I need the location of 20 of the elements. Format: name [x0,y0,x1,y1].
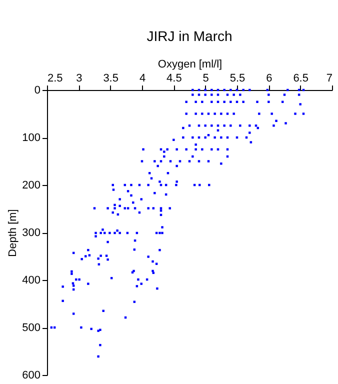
x-tick-label: 6 [266,72,272,84]
y-tick-label: 600 [22,370,40,382]
chart-title: JIRJ in March [146,28,232,44]
y-axis-title: Depth [m] [7,209,20,257]
x-tick-label: 5.5 [230,72,246,84]
y-tick-label: 400 [22,274,40,286]
x-axis-title: Oxygen [ml/l] [158,58,222,70]
x-tick-label: 3 [76,72,82,84]
x-tick-label: 3.5 [103,72,118,84]
x-tick-label: 5 [202,72,209,84]
x-tick-label: 2.5 [48,72,63,84]
x-tick-label: 7 [326,72,332,84]
y-tick-label: 0 [34,84,40,96]
x-tick-label: 6.5 [293,72,308,84]
x-tick-label: 4 [139,72,146,84]
y-tick-label: 200 [22,180,40,192]
y-tick-label: 500 [22,322,40,334]
y-tick-label: 300 [22,227,40,239]
x-tick-label: 4.5 [166,72,182,84]
y-tick-label: 100 [22,132,40,144]
